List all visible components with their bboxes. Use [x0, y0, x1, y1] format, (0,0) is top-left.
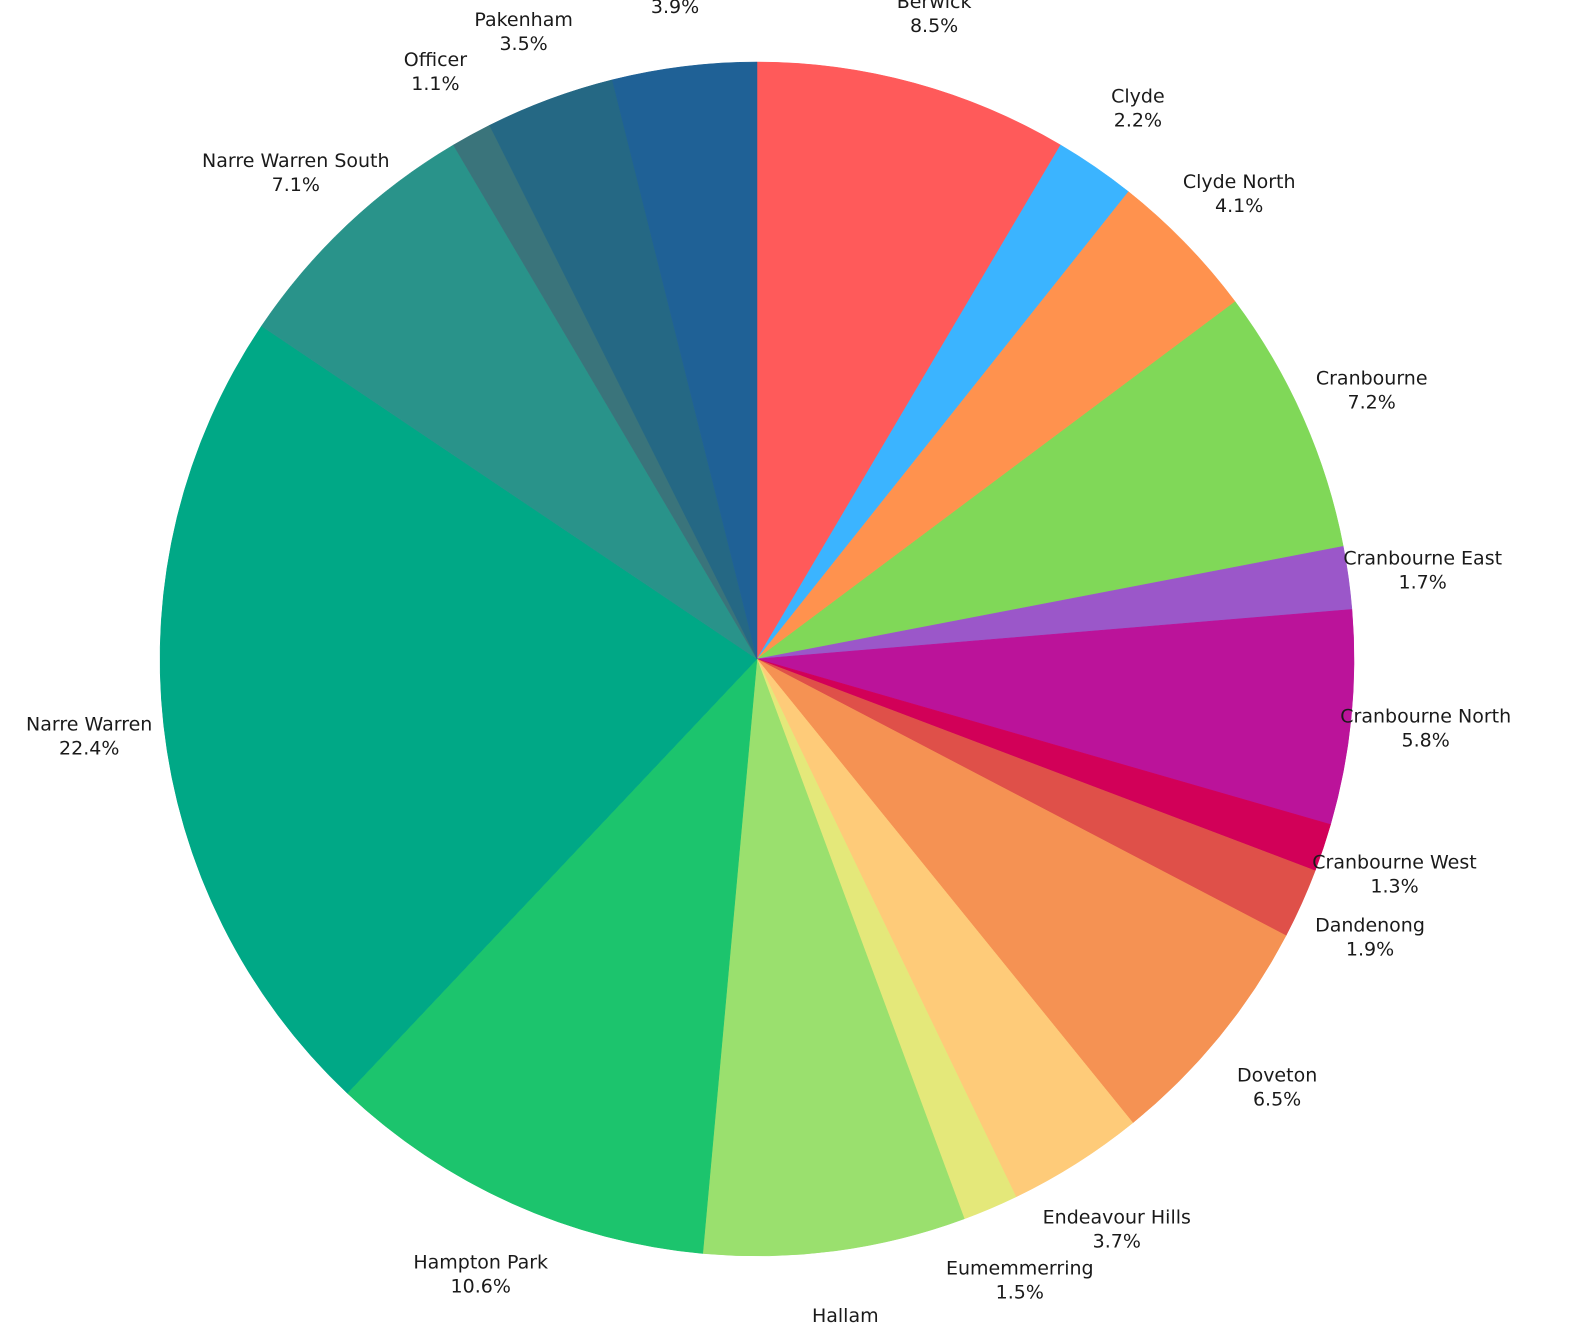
pie-slice-hampton-park	[346, 658, 758, 1254]
pie-slice-other	[612, 61, 758, 660]
slice-name-label: Narre Warren South	[202, 150, 390, 172]
slice-name-label: Clyde North	[1183, 171, 1296, 193]
slice-name-label: Hampton Park	[413, 1252, 548, 1274]
pie-slice-berwick	[756, 61, 1061, 660]
slice-percent-label: 7.2%	[1348, 392, 1396, 414]
slice-name-label: Dandenong	[1315, 914, 1425, 936]
slice-percent-label: 7.1%	[272, 174, 320, 196]
pie-slice-hallam	[702, 658, 965, 1257]
slice-percent-label: 4.1%	[1215, 195, 1263, 217]
pie-slice-narre-warren-south	[261, 144, 758, 660]
slice-percent-label: 1.9%	[1346, 938, 1394, 960]
slice-name-label: Cranbourne North	[1340, 705, 1511, 727]
slice-label-other: Other3.9%	[651, 0, 699, 18]
slice-name-label: Berwick	[897, 0, 972, 13]
slice-percent-label: 8.5%	[910, 15, 958, 37]
slice-name-label: Doveton	[1237, 1065, 1317, 1087]
slice-percent-label: 2.2%	[1114, 109, 1162, 131]
slice-name-label: Cranbourne East	[1343, 548, 1502, 570]
slice-name-label: Officer	[404, 49, 467, 71]
slice-name-label: Cranbourne West	[1312, 852, 1476, 874]
slice-name-label: Clyde	[1111, 85, 1165, 107]
slice-label-hallam: Hallam7.1%	[812, 1305, 879, 1327]
pie-slice-doveton	[756, 658, 1287, 1124]
pie-slice-cranbourne	[756, 301, 1344, 660]
slice-percent-label: 3.9%	[651, 0, 699, 18]
slice-percent-label: 6.5%	[1253, 1089, 1301, 1111]
slice-percent-label: 10.6%	[451, 1276, 511, 1298]
slice-name-label: Pakenham	[474, 9, 573, 31]
slice-name-label: Hallam	[812, 1305, 879, 1327]
slice-percent-label: 1.7%	[1399, 572, 1447, 594]
slice-percent-label: 1.3%	[1370, 876, 1418, 898]
pie-slices	[159, 61, 1355, 1257]
slice-percent-label: 3.5%	[499, 33, 547, 55]
slice-percent-label: 5.8%	[1402, 729, 1450, 751]
slice-percent-label: 22.4%	[59, 738, 119, 760]
slice-name-label: Narre Warren	[26, 714, 152, 736]
slice-percent-label: 3.7%	[1093, 1231, 1141, 1253]
slice-label-berwick: Berwick 8.5%	[897, 0, 972, 37]
pie-slice-cranbourne-north	[756, 609, 1355, 825]
pie-slice-narre-warren	[159, 325, 758, 1094]
slice-percent-label: 1.1%	[411, 73, 459, 95]
slice-name-label: Eumemmerring	[946, 1258, 1094, 1280]
slice-name-label: Cranbourne	[1316, 368, 1428, 390]
slice-percent-label: 1.5%	[996, 1282, 1044, 1304]
slice-name-label: Endeavour Hills	[1043, 1207, 1191, 1229]
